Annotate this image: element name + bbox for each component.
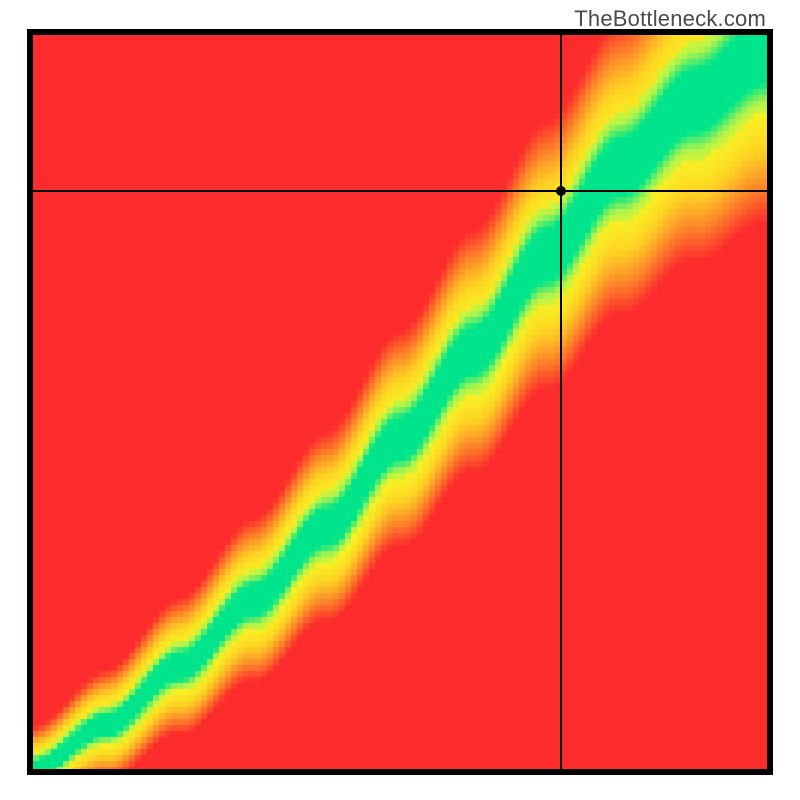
crosshair-marker (556, 186, 566, 196)
crosshair-vertical (560, 35, 562, 769)
crosshair-horizontal (33, 190, 767, 192)
heatmap-canvas (33, 35, 767, 769)
